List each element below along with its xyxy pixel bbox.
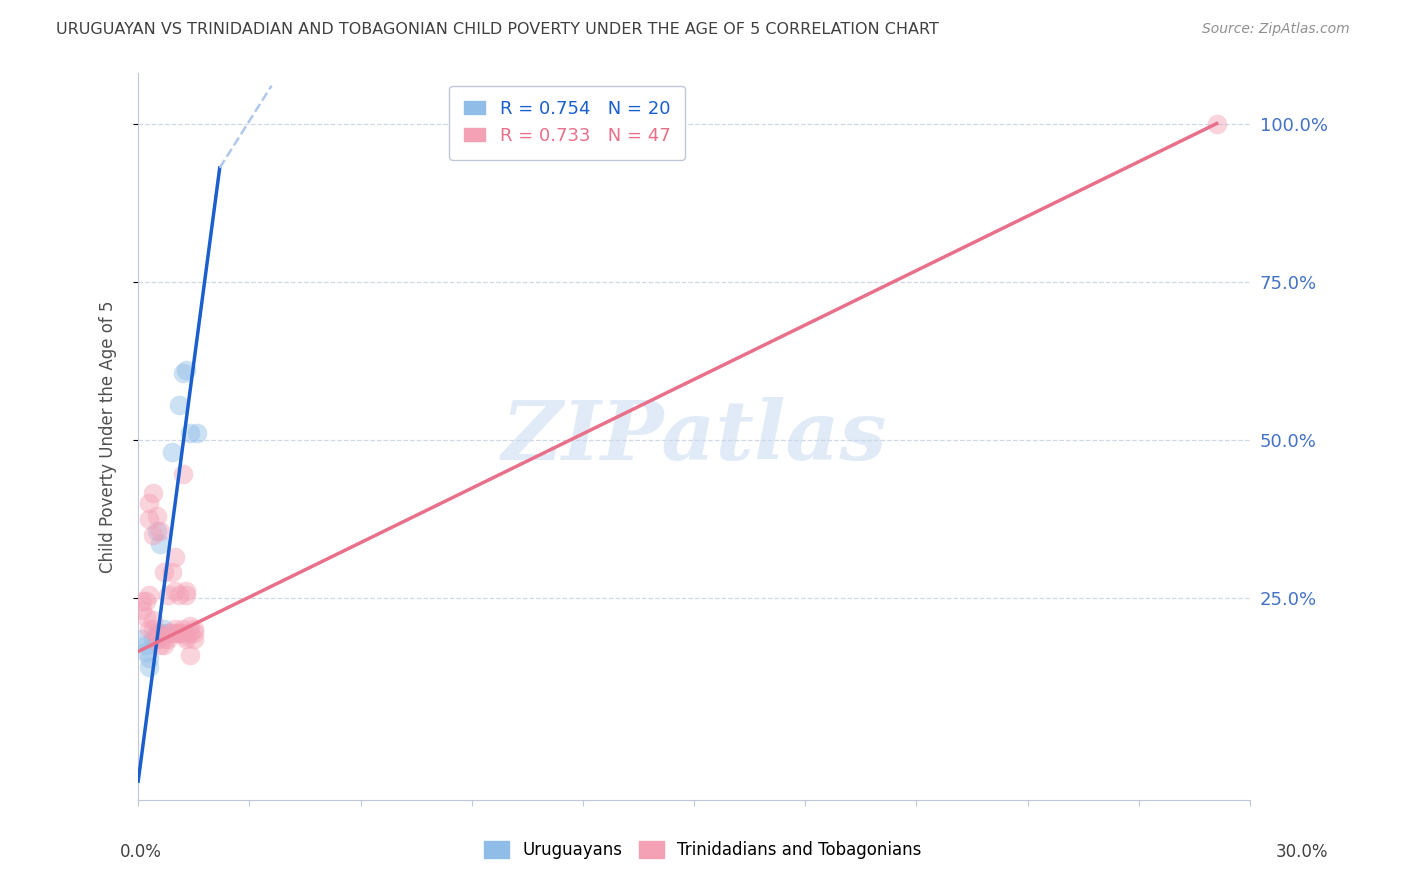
Point [167,625,190,640]
Point [160,566,183,580]
Point [142,527,165,541]
Legend: R = 0.754   N = 20, R = 0.733   N = 47: R = 0.754 N = 20, R = 0.733 N = 47 [450,86,685,160]
Point [156,588,179,602]
Point [131,603,153,617]
Point [138,496,160,510]
Point [145,632,167,646]
Point [149,638,172,652]
Point [145,625,167,640]
Point [138,512,160,526]
Point [131,632,153,646]
Point [172,367,194,381]
Point [176,632,198,646]
Point [165,625,187,640]
Point [149,524,172,539]
Point [179,648,201,662]
Point [172,467,194,482]
Point [179,625,201,640]
Point [179,619,201,633]
Point [135,644,157,658]
Point [165,549,187,564]
Point [153,623,176,637]
Point [142,632,165,646]
Point [135,609,157,624]
Point [186,426,208,441]
Point [176,584,198,599]
Point [183,632,205,646]
Point [160,445,183,459]
Point [135,638,157,652]
Point [167,588,190,602]
Point [153,632,176,646]
Point [156,632,179,646]
Point [176,588,198,602]
Point [176,363,198,377]
Point [183,623,205,637]
Legend: Uruguayans, Trinidadians and Tobagonians: Uruguayans, Trinidadians and Tobagonians [478,834,928,866]
Point [167,625,190,640]
Y-axis label: Child Poverty Under the Age of 5: Child Poverty Under the Age of 5 [100,301,117,573]
Point [142,613,165,627]
Point [138,588,160,602]
Point [179,426,201,441]
Point [156,625,179,640]
Point [167,398,190,412]
Text: 30.0%: 30.0% [1277,843,1329,861]
Point [149,625,172,640]
Point [138,623,160,637]
Point [153,638,176,652]
Point [1205,117,1227,131]
Text: 0.0%: 0.0% [120,843,162,861]
Point [142,623,165,637]
Point [160,625,183,640]
Point [145,632,167,646]
Point [153,566,176,580]
Text: ZIPatlas: ZIPatlas [502,397,887,476]
Point [176,629,198,643]
Point [138,650,160,665]
Point [165,584,187,599]
Point [172,625,194,640]
Point [156,625,179,640]
Point [131,594,153,608]
Point [145,508,167,523]
Text: URUGUAYAN VS TRINIDADIAN AND TOBAGONIAN CHILD POVERTY UNDER THE AGE OF 5 CORRELA: URUGUAYAN VS TRINIDADIAN AND TOBAGONIAN … [56,22,939,37]
Point [145,625,167,640]
Point [183,625,205,640]
Point [172,623,194,637]
Point [138,660,160,674]
Point [149,629,172,643]
Point [149,625,172,640]
Point [142,486,165,500]
Point [149,537,172,551]
Text: Source: ZipAtlas.com: Source: ZipAtlas.com [1202,22,1350,37]
Point [165,623,187,637]
Point [135,594,157,608]
Point [145,524,167,539]
